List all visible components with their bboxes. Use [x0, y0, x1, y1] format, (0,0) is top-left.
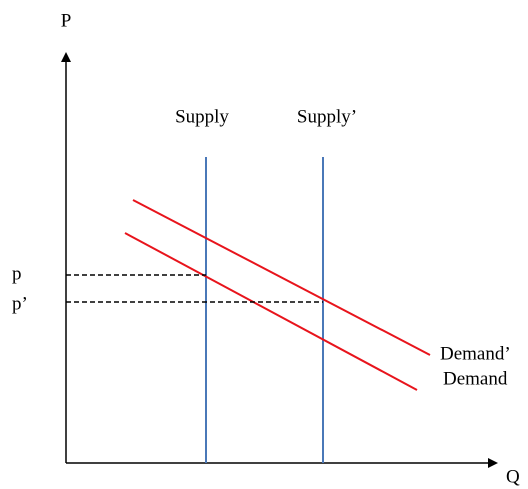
demand-shifted-line	[132, 199, 431, 356]
demand-shifted-label: Demand’	[440, 343, 511, 364]
supply-label: Supply	[175, 106, 229, 127]
demand-label: Demand	[443, 368, 508, 389]
y-axis-label: P	[61, 10, 72, 31]
x-axis-label: Q	[506, 466, 520, 487]
supply-shifted-label: Supply’	[297, 106, 357, 127]
demand-line	[124, 232, 418, 391]
price-shifted-label: p’	[12, 293, 28, 314]
price-label: p	[12, 263, 22, 284]
